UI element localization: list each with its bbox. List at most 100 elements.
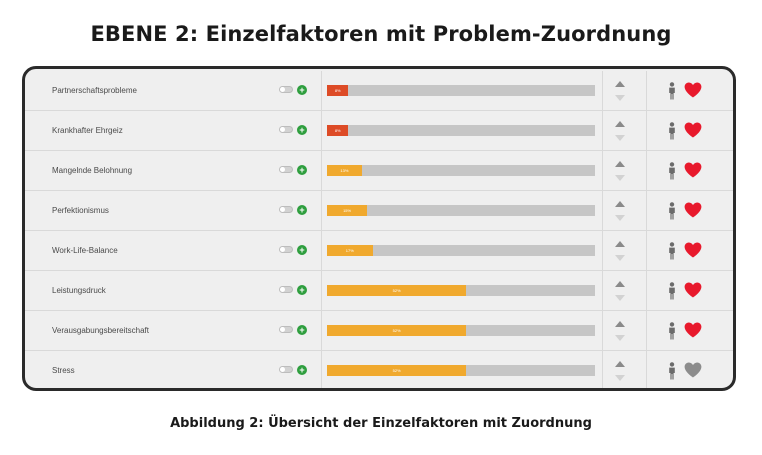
arrow-down-icon[interactable] <box>615 255 625 261</box>
person-icon <box>669 362 675 380</box>
toggle-switch-icon[interactable] <box>279 246 293 253</box>
factor-label: Stress <box>52 366 75 375</box>
plus-circle-icon[interactable]: + <box>297 85 307 95</box>
heart-icon[interactable] <box>684 242 702 258</box>
sort-arrows <box>613 237 627 265</box>
factor-row: Leistungsdruck + 52% <box>25 271 733 311</box>
heart-icon[interactable] <box>684 162 702 178</box>
heart-icon[interactable] <box>684 122 702 138</box>
heart-icon[interactable] <box>684 202 702 218</box>
person-icon <box>669 322 675 340</box>
arrow-down-icon[interactable] <box>615 175 625 181</box>
toggle-switch-icon[interactable] <box>279 286 293 293</box>
progress-track: 8% <box>327 125 595 136</box>
page-title: EBENE 2: Einzelfaktoren mit Problem-Zuor… <box>90 22 672 46</box>
factor-row: Stress + 52% <box>25 351 733 388</box>
person-icon <box>669 82 675 100</box>
assignment-cell <box>646 71 727 111</box>
progress-cell: 8% <box>321 111 603 151</box>
sort-arrows <box>613 317 627 345</box>
factor-row: Verausgabungsbereitschaft + 52% <box>25 311 733 351</box>
plus-circle-icon[interactable]: + <box>297 285 307 295</box>
sort-arrows <box>613 157 627 185</box>
arrow-up-icon[interactable] <box>615 321 625 327</box>
progress-track: 52% <box>327 365 595 376</box>
arrow-up-icon[interactable] <box>615 161 625 167</box>
arrow-up-icon[interactable] <box>615 121 625 127</box>
person-icon <box>669 122 675 140</box>
factor-label: Perfektionismus <box>52 206 109 215</box>
progress-fill: 13% <box>327 165 362 176</box>
factor-label: Mangelnde Belohnung <box>52 166 133 175</box>
factor-label: Leistungsdruck <box>52 286 106 295</box>
arrow-up-icon[interactable] <box>615 361 625 367</box>
factor-row: Krankhafter Ehrgeiz + 8% <box>25 111 733 151</box>
assignment-cell <box>646 351 727 388</box>
assignment-cell <box>646 311 727 351</box>
progress-fill: 15% <box>327 205 368 216</box>
assignment-cell <box>646 231 727 271</box>
progress-cell: 52% <box>321 311 603 351</box>
arrow-down-icon[interactable] <box>615 215 625 221</box>
factor-row: Partnerschaftsprobleme + 8% <box>25 71 733 111</box>
arrow-up-icon[interactable] <box>615 241 625 247</box>
toggle-switch-icon[interactable] <box>279 126 293 133</box>
arrow-down-icon[interactable] <box>615 295 625 301</box>
factor-label: Verausgabungsbereitschaft <box>52 326 149 335</box>
person-icon <box>669 162 675 180</box>
progress-track: 52% <box>327 325 595 336</box>
assignment-cell <box>646 111 727 151</box>
plus-circle-icon[interactable]: + <box>297 365 307 375</box>
toggle-switch-icon[interactable] <box>279 366 293 373</box>
plus-circle-icon[interactable]: + <box>297 205 307 215</box>
heart-icon[interactable] <box>684 322 702 338</box>
heart-icon[interactable] <box>684 82 702 98</box>
progress-cell: 52% <box>321 351 603 388</box>
arrow-down-icon[interactable] <box>615 335 625 341</box>
progress-track: 52% <box>327 285 595 296</box>
person-icon <box>669 202 675 220</box>
arrow-up-icon[interactable] <box>615 201 625 207</box>
factor-label: Krankhafter Ehrgeiz <box>52 126 123 135</box>
toggle-switch-icon[interactable] <box>279 326 293 333</box>
factor-label: Partnerschaftsprobleme <box>52 86 137 95</box>
progress-track: 8% <box>327 85 595 96</box>
toggle-switch-icon[interactable] <box>279 206 293 213</box>
assignment-cell <box>646 151 727 191</box>
factor-panel: Partnerschaftsprobleme + 8% Krankhafter … <box>22 66 736 391</box>
arrow-down-icon[interactable] <box>615 95 625 101</box>
assignment-cell <box>646 271 727 311</box>
progress-track: 15% <box>327 205 595 216</box>
toggle-switch-icon[interactable] <box>279 166 293 173</box>
arrow-up-icon[interactable] <box>615 81 625 87</box>
heart-icon[interactable] <box>684 282 702 298</box>
progress-fill: 52% <box>327 365 467 376</box>
sort-arrows <box>613 277 627 305</box>
toggle-switch-icon[interactable] <box>279 86 293 93</box>
progress-fill: 52% <box>327 325 467 336</box>
progress-track: 17% <box>327 245 595 256</box>
progress-cell: 17% <box>321 231 603 271</box>
figure-caption: Abbildung 2: Übersicht der Einzelfaktore… <box>170 416 592 431</box>
progress-cell: 15% <box>321 191 603 231</box>
plus-circle-icon[interactable]: + <box>297 245 307 255</box>
progress-fill: 17% <box>327 245 373 256</box>
sort-arrows <box>613 357 627 385</box>
sort-arrows <box>613 117 627 145</box>
factor-label: Work-Life-Balance <box>52 246 118 255</box>
progress-cell: 52% <box>321 271 603 311</box>
plus-circle-icon[interactable]: + <box>297 325 307 335</box>
progress-fill: 8% <box>327 125 349 136</box>
arrow-down-icon[interactable] <box>615 135 625 141</box>
sort-arrows <box>613 77 627 105</box>
plus-circle-icon[interactable]: + <box>297 125 307 135</box>
factor-row: Work-Life-Balance + 17% <box>25 231 733 271</box>
progress-cell: 8% <box>321 71 603 111</box>
arrow-down-icon[interactable] <box>615 375 625 381</box>
arrow-up-icon[interactable] <box>615 281 625 287</box>
plus-circle-icon[interactable]: + <box>297 165 307 175</box>
heart-icon[interactable] <box>684 362 702 378</box>
factor-list: Partnerschaftsprobleme + 8% Krankhafter … <box>25 71 733 388</box>
person-icon <box>669 242 675 260</box>
factor-row: Perfektionismus + 15% <box>25 191 733 231</box>
